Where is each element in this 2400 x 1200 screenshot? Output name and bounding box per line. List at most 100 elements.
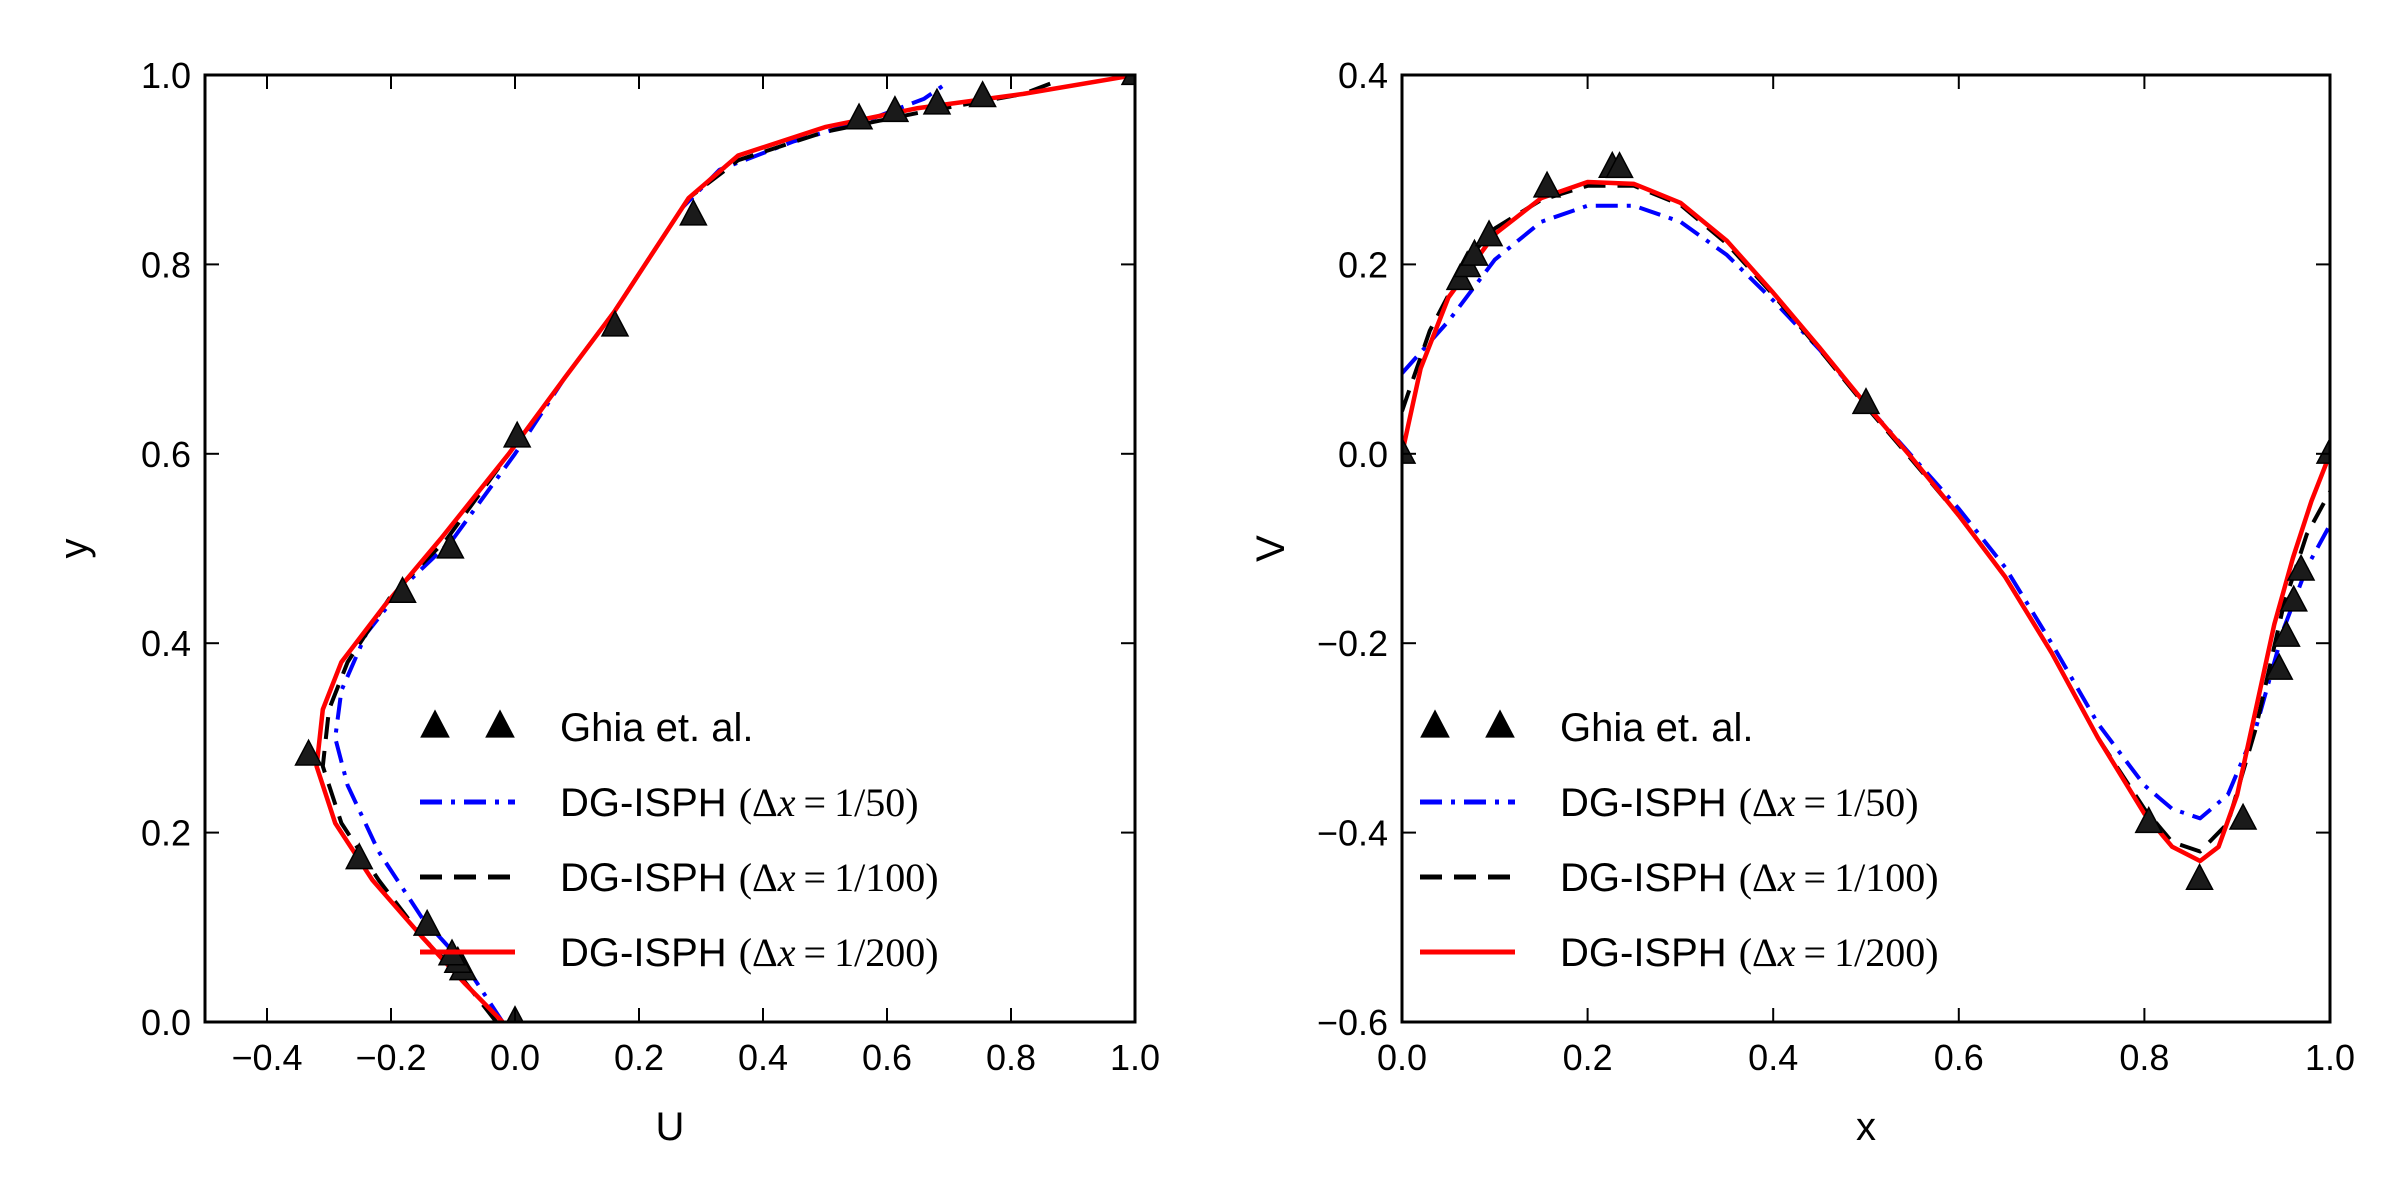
x-tick-label: 0.4 — [738, 1037, 788, 1078]
data-marker — [502, 420, 532, 448]
series-line — [1402, 203, 2330, 821]
data-marker — [412, 908, 442, 936]
x-tick-label: 0.0 — [490, 1037, 540, 1078]
x-tick-label: −0.4 — [231, 1037, 302, 1078]
x-axis-label: x — [1856, 1105, 1876, 1149]
legend-math: (Δx = 1/200) — [1739, 930, 1939, 975]
legend: Ghia et. al. DG-ISPH (Δx = 1/50) DG-ISPH (Δx… — [420, 706, 939, 975]
x-tick-label: 0.0 — [1377, 1037, 1427, 1078]
data-marker — [436, 531, 465, 559]
legend-series-name: DG-ISPH — [560, 931, 727, 975]
legend-label: DG-ISPH (Δx = 1/200) — [1560, 930, 1939, 975]
legend-label: DG-ISPH (Δx = 1/100) — [560, 855, 939, 900]
legend-label: DG-ISPH (Δx = 1/200) — [560, 930, 939, 975]
y-tick-label: 0.6 — [141, 434, 191, 475]
data-marker — [2272, 619, 2301, 647]
legend-label: DG-ISPH (Δx = 1/100) — [1560, 855, 1939, 900]
legend-entry: DG-ISPH (Δx = 1/200) — [1420, 930, 1939, 975]
x-tick-label: 0.2 — [1563, 1037, 1613, 1078]
legend-entry: DG-ISPH (Δx = 1/50) — [1420, 780, 1919, 825]
legend-math-x: x — [777, 855, 796, 900]
y-tick-label: 0.0 — [1338, 434, 1388, 475]
legend-entry: Ghia et. al. — [1420, 706, 1753, 750]
legend-math: (Δx = 1/200) — [739, 930, 939, 975]
data-marker — [2134, 806, 2164, 834]
legend-math: (Δx = 1/50) — [739, 780, 919, 825]
series-line — [320, 77, 1062, 1022]
data-marker — [679, 198, 708, 226]
y-tick-label: 0.0 — [141, 1002, 191, 1043]
data-marker — [1402, 436, 1417, 464]
x-tick-label: 0.8 — [2119, 1037, 2169, 1078]
legend-dx-value: 1/200 — [834, 930, 925, 975]
left-panel-u-profile: −0.4 −0.2 0.0 0.2 0.4 0.6 0.8 1.0 0.0 0.2 0.4 0.6 0.… — [52, 55, 1160, 1149]
legend-series-name: DG-ISPH — [560, 856, 727, 900]
x-tick-label: 0.4 — [1748, 1037, 1798, 1078]
legend-math: (Δx = 1/50) — [1739, 780, 1919, 825]
x-tick-label: −0.2 — [355, 1037, 426, 1078]
legend-math-x: x — [777, 780, 796, 825]
data-marker — [1460, 238, 1489, 266]
y-tick-label: −0.2 — [1317, 623, 1388, 664]
y-tick-label: 0.2 — [141, 813, 191, 854]
y-tick-label: 0.4 — [141, 623, 191, 664]
y-tick-label: 0.2 — [1338, 244, 1388, 285]
data-marker — [2264, 652, 2294, 680]
legend-dx-value: 1/100 — [1834, 855, 1925, 900]
legend-series-name: DG-ISPH — [1560, 931, 1727, 975]
data-marker — [844, 102, 874, 130]
data-marker — [922, 87, 952, 115]
series-line — [314, 75, 1135, 1022]
legend-math: (Δx = 1/100) — [1739, 855, 1939, 900]
legend-series-name: DG-ISPH — [1560, 781, 1727, 825]
legend-dx-value: 1/200 — [1834, 930, 1925, 975]
y-tick-label: 0.8 — [141, 244, 191, 285]
legend-series-name: DG-ISPH — [1560, 856, 1727, 900]
y-tick-label: 1.0 — [141, 55, 191, 96]
y-tick-label: 0.4 — [1338, 55, 1388, 96]
data-marker — [2279, 584, 2308, 612]
data-marker — [1532, 170, 1562, 198]
series-line — [1402, 183, 2330, 854]
legend-label: Ghia et. al. — [1560, 706, 1753, 750]
legend-dx-value: 1/100 — [834, 855, 925, 900]
data-marker — [1605, 151, 1634, 179]
x-axis-label: U — [656, 1105, 685, 1149]
legend-label: Ghia et. al. — [560, 706, 753, 750]
data-marker — [345, 842, 374, 870]
series-line — [1402, 179, 2330, 864]
axes-frame — [1400, 73, 2332, 1024]
legend-math: (Δx = 1/100) — [739, 855, 939, 900]
data-marker — [388, 575, 417, 604]
legend-dx-value: 1/50 — [834, 780, 905, 825]
legend-entry: DG-ISPH (Δx = 1/100) — [1420, 855, 1939, 900]
legend-marker-icon — [485, 709, 515, 738]
legend-entry: DG-ISPH (Δx = 1/100) — [420, 855, 939, 900]
x-tick-label: 0.2 — [614, 1037, 664, 1078]
data-marker — [1474, 219, 1504, 247]
legend-series-name: DG-ISPH — [560, 781, 727, 825]
legend-math-x: x — [1777, 780, 1796, 825]
legend-marker-icon — [1420, 709, 1450, 738]
legend-series-name: Ghia et. al. — [560, 706, 753, 750]
data-marker — [968, 80, 997, 108]
data-marker — [2185, 862, 2214, 890]
data-marker — [880, 95, 910, 123]
legend-dx-value: 1/50 — [1834, 780, 1905, 825]
y-tick-label: −0.4 — [1317, 813, 1388, 854]
data-marker — [2315, 436, 2330, 464]
right-panel-v-profile: 0.0 0.2 0.4 0.6 0.8 1.0 −0.6 −0.4 −0.2 0.0 0.2 0.4 x… — [1249, 55, 2355, 1149]
legend-entry: Ghia et. al. — [420, 706, 753, 750]
legend-label: DG-ISPH (Δx = 1/50) — [560, 780, 919, 825]
legend-math-x: x — [1777, 930, 1796, 975]
x-tick-label: 0.8 — [986, 1037, 1036, 1078]
data-marker — [2228, 802, 2258, 830]
data-marker — [1851, 387, 1881, 415]
data-marker — [1120, 75, 1135, 86]
legend-label: DG-ISPH (Δx = 1/50) — [1560, 780, 1919, 825]
legend-entry: DG-ISPH (Δx = 1/200) — [420, 930, 939, 975]
plot-area — [1402, 150, 2330, 890]
x-tick-label: 1.0 — [1110, 1037, 1160, 1078]
data-marker — [294, 738, 323, 766]
